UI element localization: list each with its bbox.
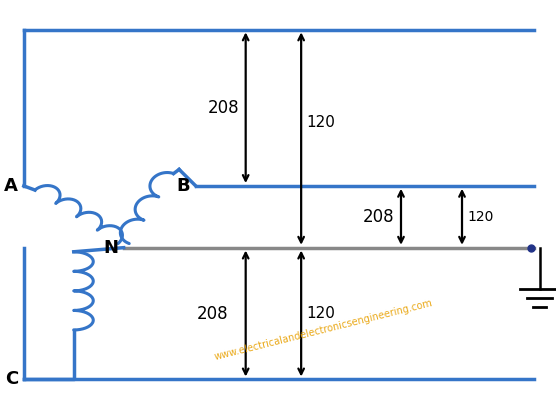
Text: 208: 208	[363, 208, 394, 226]
Text: 120: 120	[467, 210, 494, 224]
Text: 208: 208	[208, 99, 240, 117]
Text: www.electricalandelectronicsengineering.com: www.electricalandelectronicsengineering.…	[213, 298, 433, 362]
Text: A: A	[4, 177, 18, 195]
Text: N: N	[103, 239, 118, 256]
Text: C: C	[5, 370, 18, 388]
Text: 208: 208	[197, 304, 228, 323]
Text: 120: 120	[307, 306, 335, 321]
Text: 120: 120	[307, 115, 335, 130]
Text: B: B	[177, 177, 190, 195]
